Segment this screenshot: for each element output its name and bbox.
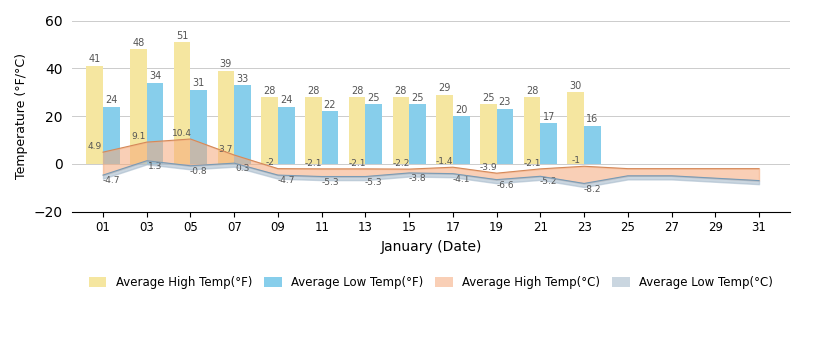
Text: 17: 17 [543,112,554,122]
Text: 51: 51 [176,30,188,41]
Bar [278,106,295,164]
Text: 28: 28 [526,85,538,96]
Text: -5.3: -5.3 [365,178,383,187]
Text: -5.3: -5.3 [321,178,339,187]
Text: 41: 41 [89,54,100,64]
Text: 24: 24 [105,95,118,105]
Text: 33: 33 [237,73,249,84]
Bar [480,104,496,164]
Text: -2: -2 [266,159,274,168]
Text: 0.3: 0.3 [236,164,250,173]
Text: -4.1: -4.1 [452,175,470,184]
Text: -2.1: -2.1 [523,159,541,168]
Text: 25: 25 [411,93,423,103]
Bar [173,42,190,164]
Text: 23: 23 [499,97,511,108]
Bar [524,97,540,164]
Text: 28: 28 [307,85,320,96]
X-axis label: January (Date): January (Date) [380,240,481,254]
Bar [261,97,278,164]
Text: -4.7: -4.7 [277,176,295,185]
Text: 29: 29 [438,83,451,93]
Text: 25: 25 [482,93,495,103]
Text: 31: 31 [193,78,205,88]
Bar [217,71,234,164]
Bar [584,126,601,164]
Text: 16: 16 [586,114,598,124]
Text: 24: 24 [280,95,292,105]
Text: -5.2: -5.2 [540,177,558,186]
Text: 48: 48 [132,38,144,48]
Text: 39: 39 [220,59,232,69]
Text: -4.7: -4.7 [103,176,120,185]
Text: 20: 20 [455,105,467,115]
Text: -1.4: -1.4 [436,157,453,166]
Text: 10.4: 10.4 [172,129,193,138]
Bar [305,97,322,164]
Text: -0.8: -0.8 [190,167,208,176]
Bar [393,97,409,164]
Text: -3.9: -3.9 [480,163,497,172]
Text: -3.8: -3.8 [408,174,427,183]
Text: 4.9: 4.9 [88,142,102,151]
Bar [496,109,513,164]
Bar [568,92,584,164]
Bar [147,83,164,164]
Text: -2.1: -2.1 [349,159,366,168]
Text: 1.3: 1.3 [148,162,162,171]
Text: 28: 28 [394,85,407,96]
Bar [190,90,208,164]
Text: -2.1: -2.1 [305,159,322,168]
Bar [234,85,251,164]
Text: -1: -1 [571,156,580,165]
Text: 3.7: 3.7 [219,145,233,154]
Bar [365,104,382,164]
Text: -8.2: -8.2 [583,185,601,194]
Text: 22: 22 [324,100,336,110]
Bar [322,111,339,164]
Bar [130,49,147,164]
Bar [453,116,470,164]
Bar [86,66,103,164]
Bar [349,97,365,164]
Bar [540,123,557,164]
Text: 9.1: 9.1 [131,132,145,141]
Text: 34: 34 [149,71,161,81]
Y-axis label: Temperature (°F/°C): Temperature (°F/°C) [15,53,28,179]
Text: -2.2: -2.2 [392,159,409,168]
Bar [409,104,426,164]
Legend: Average High Temp(°F), Average Low Temp(°F), Average High Temp(°C), Average Low : Average High Temp(°F), Average Low Temp(… [84,271,778,294]
Text: -6.6: -6.6 [496,181,514,190]
Text: 25: 25 [368,93,380,103]
Text: 28: 28 [351,85,364,96]
Bar [437,94,453,164]
Bar [103,106,120,164]
Text: 28: 28 [263,85,276,96]
Text: 30: 30 [569,81,582,91]
